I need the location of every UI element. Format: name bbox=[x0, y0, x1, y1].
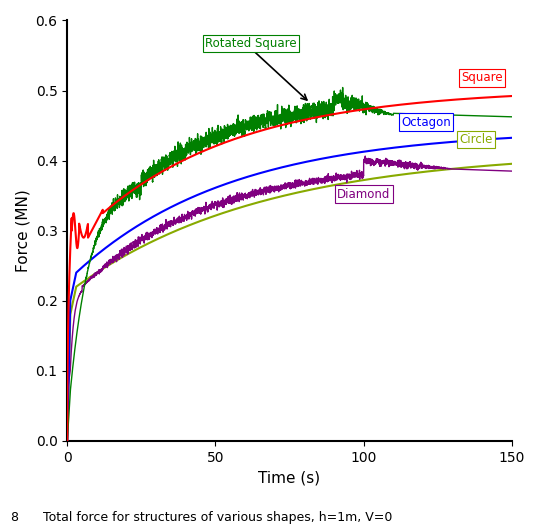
Text: Circle: Circle bbox=[460, 133, 493, 146]
Text: Rotated Square: Rotated Square bbox=[205, 37, 297, 50]
Text: Square: Square bbox=[461, 71, 503, 85]
X-axis label: Time (s): Time (s) bbox=[259, 470, 321, 485]
Y-axis label: Force (MN): Force (MN) bbox=[15, 189, 30, 272]
Text: Diamond: Diamond bbox=[337, 188, 390, 201]
Text: Octagon: Octagon bbox=[401, 115, 451, 129]
Text: 8      Total force for structures of various shapes, h=1m, V=0: 8 Total force for structures of various … bbox=[11, 511, 392, 524]
